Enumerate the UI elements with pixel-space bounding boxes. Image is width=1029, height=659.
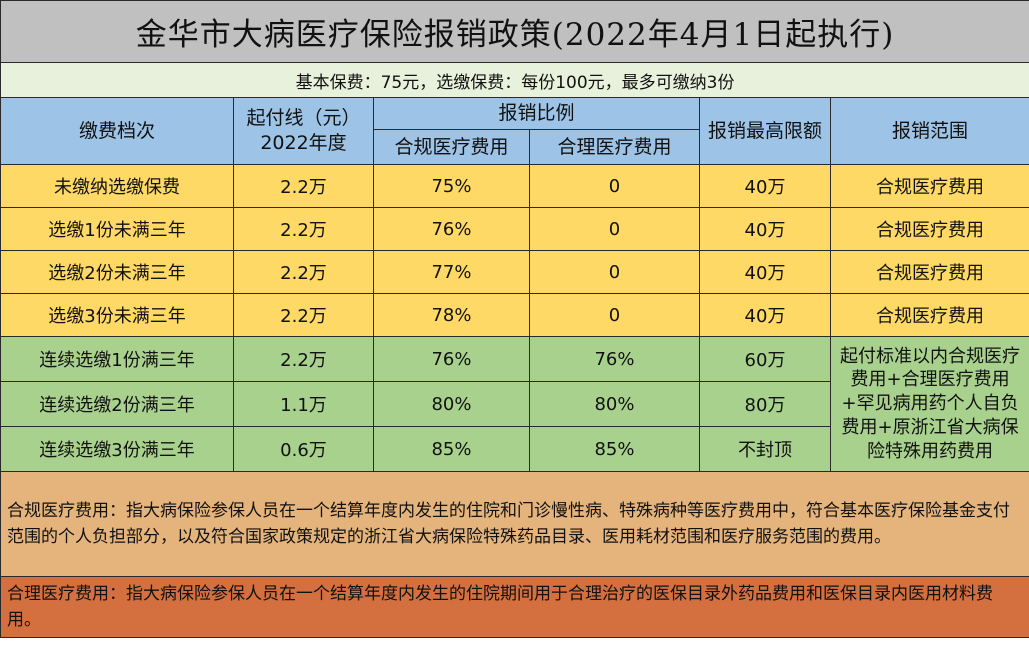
cell-deductible: 2.2万 bbox=[233, 207, 374, 251]
cell-deductible: 2.2万 bbox=[233, 250, 374, 294]
cell-cap: 40万 bbox=[699, 293, 831, 337]
cell-scope: 合规医疗费用 bbox=[829, 207, 1029, 251]
cell-cap: 40万 bbox=[699, 164, 831, 208]
note-compliant-definition: 合规医疗费用：指大病保险参保人员在一个结算年度内发生的住院和门诊慢性病、特殊病种… bbox=[0, 471, 1029, 577]
cell-tier: 选缴3份未满三年 bbox=[0, 293, 234, 337]
cell-compliant-ratio: 76% bbox=[373, 207, 530, 251]
cell-tier: 连续选缴2份满三年 bbox=[0, 381, 234, 427]
cell-reasonable-ratio: 0 bbox=[529, 164, 700, 208]
header-cap: 报销最高限额 bbox=[699, 97, 831, 165]
table-row: 未缴纳选缴保费 2.2万 75% 0 40万 合规医疗费用 bbox=[0, 164, 1029, 208]
page-title: 金华市大病医疗保险报销政策(2022年4月1日起执行) bbox=[0, 0, 1029, 63]
cell-tier: 选缴1份未满三年 bbox=[0, 207, 234, 251]
cell-deductible: 1.1万 bbox=[233, 381, 374, 427]
note-reasonable-definition: 合理医疗费用：指大病保险参保人员在一个结算年度内发生的住院期间用于合理治疗的医保… bbox=[0, 576, 1029, 638]
cell-deductible: 2.2万 bbox=[233, 336, 374, 382]
cell-scope: 合规医疗费用 bbox=[829, 293, 1029, 337]
cell-compliant-ratio: 78% bbox=[373, 293, 530, 337]
cell-reasonable-ratio: 0 bbox=[529, 293, 700, 337]
cell-cap: 60万 bbox=[699, 336, 831, 382]
table-row: 连续选缴2份满三年 1.1万 80% 80% 80万 bbox=[0, 381, 1029, 427]
table-row: 连续选缴1份满三年 2.2万 76% 76% 60万 起付标准以内合规医疗费用+… bbox=[0, 336, 1029, 472]
policy-table: 金华市大病医疗保险报销政策(2022年4月1日起执行) 基本保费：75元，选缴保… bbox=[0, 0, 1029, 638]
cell-scope: 合规医疗费用 bbox=[829, 250, 1029, 294]
cell-deductible: 0.6万 bbox=[233, 426, 374, 472]
cell-compliant-ratio: 77% bbox=[373, 250, 530, 294]
cell-reasonable-ratio: 85% bbox=[529, 426, 700, 472]
header-reasonable: 合理医疗费用 bbox=[529, 129, 700, 165]
header-ratio-group: 报销比例 bbox=[373, 97, 700, 130]
cell-reasonable-ratio: 76% bbox=[529, 336, 700, 382]
cell-tier: 未缴纳选缴保费 bbox=[0, 164, 234, 208]
cell-compliant-ratio: 80% bbox=[373, 381, 530, 427]
table-row: 选缴1份未满三年 2.2万 76% 0 40万 合规医疗费用 bbox=[0, 207, 1029, 251]
premium-subtitle: 基本保费：75元，选缴保费：每份100元，最多可缴纳3份 bbox=[0, 62, 1029, 98]
table-row: 选缴3份未满三年 2.2万 78% 0 40万 合规医疗费用 bbox=[0, 293, 1029, 337]
cell-scope: 合规医疗费用 bbox=[829, 164, 1029, 208]
cell-deductible: 2.2万 bbox=[233, 293, 374, 337]
cell-scope-merged: 起付标准以内合规医疗费用+合理医疗费用+罕见病用药个人自负费用+原浙江省大病保险… bbox=[829, 336, 1029, 472]
header-scope: 报销范围 bbox=[829, 97, 1029, 165]
cell-deductible: 2.2万 bbox=[233, 164, 374, 208]
header-deductible: 起付线（元） 2022年度 bbox=[233, 97, 374, 165]
cell-cap: 不封顶 bbox=[699, 426, 831, 472]
cell-tier: 选缴2份未满三年 bbox=[0, 250, 234, 294]
cell-compliant-ratio: 76% bbox=[373, 336, 530, 382]
cell-cap: 40万 bbox=[699, 207, 831, 251]
cell-reasonable-ratio: 0 bbox=[529, 207, 700, 251]
cell-reasonable-ratio: 0 bbox=[529, 250, 700, 294]
cell-cap: 80万 bbox=[699, 381, 831, 427]
table-row: 选缴2份未满三年 2.2万 77% 0 40万 合规医疗费用 bbox=[0, 250, 1029, 294]
header-compliant: 合规医疗费用 bbox=[373, 129, 530, 165]
header-tier: 缴费档次 bbox=[0, 97, 234, 165]
cell-reasonable-ratio: 80% bbox=[529, 381, 700, 427]
table-row: 连续选缴3份满三年 0.6万 85% 85% 不封顶 bbox=[0, 426, 1029, 472]
cell-cap: 40万 bbox=[699, 250, 831, 294]
cell-compliant-ratio: 85% bbox=[373, 426, 530, 472]
cell-tier: 连续选缴1份满三年 bbox=[0, 336, 234, 382]
cell-compliant-ratio: 75% bbox=[373, 164, 530, 208]
cell-tier: 连续选缴3份满三年 bbox=[0, 426, 234, 472]
